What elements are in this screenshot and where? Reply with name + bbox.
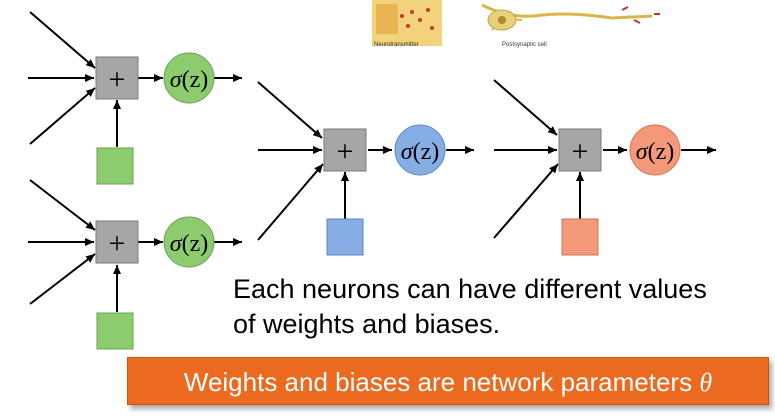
bias-node: [96, 147, 134, 185]
neurotransmitter-label: Neurotransmitter: [374, 42, 419, 48]
neuron-top-left: + σ(z): [95, 52, 215, 185]
sum-symbol: +: [572, 135, 589, 168]
banner-text: Weights and biases are network parameter…: [183, 367, 700, 397]
neuron-right: + σ(z): [558, 124, 681, 256]
caption-line-1: Each neurons can have different values: [233, 274, 707, 304]
activation-label: σ(z): [170, 67, 208, 93]
sum-node: [323, 128, 367, 172]
activation-label: σ(z): [636, 139, 674, 165]
neuron-middle: + σ(z): [323, 124, 446, 256]
bias-node: [96, 312, 134, 350]
sum-node: [95, 56, 139, 100]
activation-node: [163, 216, 215, 268]
activation-node: [394, 124, 446, 176]
activation-node: [163, 52, 215, 104]
theta-symbol: θ: [699, 368, 713, 397]
neuron-bottom-left: + σ(z): [95, 216, 215, 350]
neuron-illustration: Neurotransmitter Postsynaptic cell: [372, 0, 668, 48]
sum-symbol: +: [109, 63, 126, 96]
sum-symbol: +: [337, 135, 354, 168]
postsynaptic-label: Postsynaptic cell: [502, 42, 547, 48]
caption-text: Each neurons can have different values o…: [233, 272, 763, 342]
activation-label: σ(z): [401, 139, 439, 165]
activation-label: σ(z): [170, 231, 208, 257]
sum-node: [95, 220, 139, 264]
bias-node: [326, 218, 364, 256]
caption-line-2: of weights and biases.: [233, 309, 501, 339]
sum-symbol: +: [109, 227, 126, 260]
bias-node: [561, 218, 599, 256]
parameters-banner: Weights and biases are network parameter…: [127, 357, 769, 405]
connection-arrows: [28, 11, 716, 312]
sum-node: [558, 128, 602, 172]
activation-node: [629, 124, 681, 176]
